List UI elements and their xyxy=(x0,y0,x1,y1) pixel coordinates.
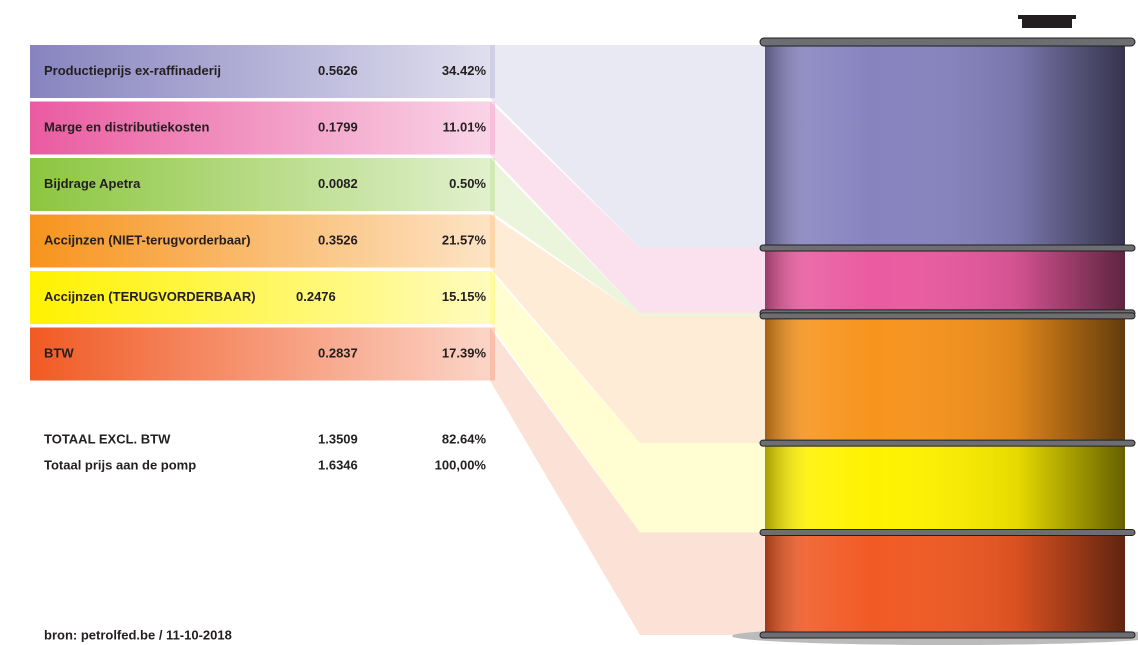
total-share: 82.64% xyxy=(442,431,487,446)
segment-shading xyxy=(765,532,1125,635)
row-share: 17.39% xyxy=(442,345,487,360)
barrel-bottom-rim xyxy=(760,632,1135,638)
segment-shading xyxy=(765,443,1125,532)
row-label: BTW xyxy=(44,345,74,360)
row-share: 15.15% xyxy=(442,289,487,304)
row-share: 11.01% xyxy=(443,119,487,134)
source: bron: petrolfed.be / 11-10-2018 xyxy=(44,627,232,642)
barrel-top-rim xyxy=(760,38,1135,46)
row-price: 0.3526 xyxy=(318,232,358,247)
row-share: 34.42% xyxy=(442,63,487,78)
total-label: Totaal prijs aan de pomp xyxy=(44,457,196,472)
row-share: 21.57% xyxy=(442,232,487,247)
total-label: TOTAAL EXCL. BTW xyxy=(44,431,171,446)
total-share: 100,00% xyxy=(435,457,487,472)
barrel-rim xyxy=(760,313,1135,319)
row-share: 0.50% xyxy=(449,176,486,191)
segment-shading xyxy=(765,316,1125,443)
row-label: Productieprijs ex-raffinaderij xyxy=(44,63,221,78)
row-label: Accijnzen (NIET-terugvorderbaar) xyxy=(44,232,251,247)
barrel-rim xyxy=(760,440,1135,446)
row-background xyxy=(30,328,495,381)
infographic: Productieprijs ex-raffinaderij 0.5626 34.4… xyxy=(0,0,1138,645)
barrel-rim xyxy=(760,245,1135,251)
row-label: Bijdrage Apetra xyxy=(44,176,141,191)
barrel-rim xyxy=(760,529,1135,535)
total-price: 1.3509 xyxy=(318,431,358,446)
row-price: 0.0082 xyxy=(318,176,358,191)
row-price: 0.2476 xyxy=(296,289,336,304)
segment-shading xyxy=(765,248,1125,313)
row-label: Accijnzen (TERUGVORDERBAAR) xyxy=(44,289,256,304)
row-price: 0.1799 xyxy=(318,119,358,134)
barrel-cap-rim xyxy=(1018,15,1076,19)
row-price: 0.2837 xyxy=(318,345,358,360)
row-price: 0.5626 xyxy=(318,63,358,78)
segment-shading xyxy=(765,45,1125,248)
total-price: 1.6346 xyxy=(318,457,358,472)
row-label: Marge en distributiekosten xyxy=(44,119,209,134)
